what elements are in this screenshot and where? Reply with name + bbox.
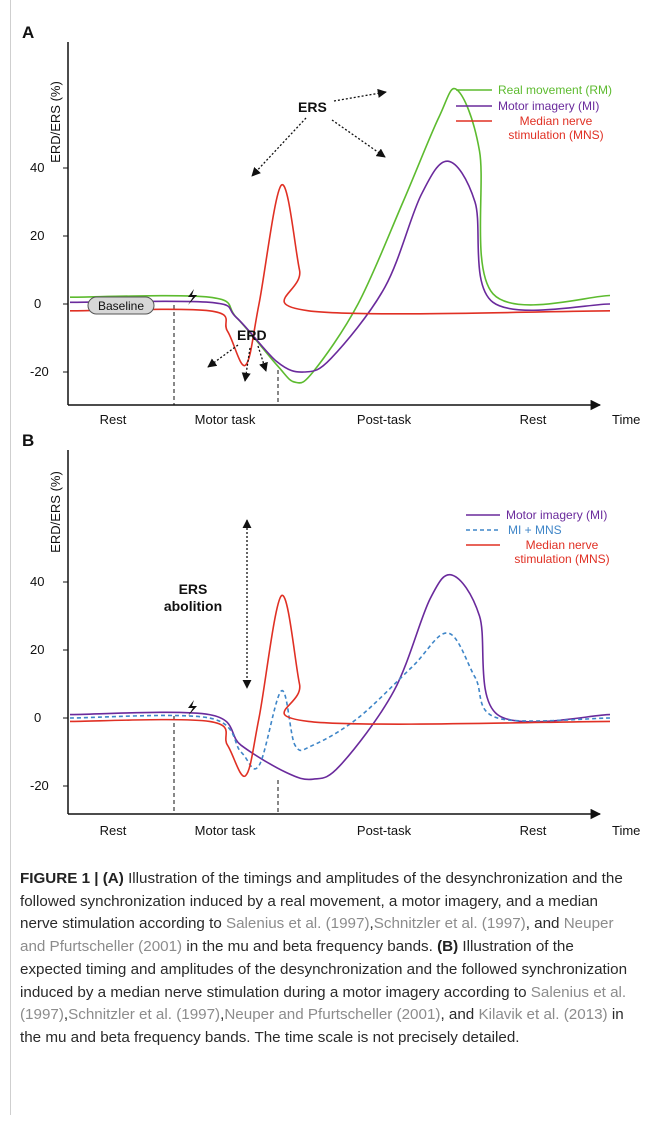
panel-a-series-2 bbox=[69, 160, 611, 373]
panel-b-series-1 bbox=[69, 573, 611, 781]
panel-a-xlabel-rest1: Rest bbox=[100, 412, 127, 427]
panel-a-legend-rm: Real movement (RM) bbox=[498, 83, 612, 97]
panel-b-xlabel-time: Time bbox=[612, 823, 640, 838]
panel-a-xlabel-rest2: Rest bbox=[520, 412, 547, 427]
caption-a-text: Illustration of the timings and amplitud… bbox=[20, 870, 623, 933]
panel-b-ytick-minus20: -20 bbox=[30, 778, 49, 793]
caption-figure-label: FIGURE 1 | bbox=[20, 870, 99, 887]
panel-a-ytick-40: 40 bbox=[30, 160, 44, 175]
panel-a-legend: Real movement (RM) Motor imagery (MI) Me… bbox=[456, 83, 612, 142]
caption-b-ref-neuper[interactable]: Neuper and Pfurtscheller (2001) bbox=[224, 1006, 441, 1024]
panel-a-ers-label: ERS bbox=[298, 99, 327, 115]
panel-b-legend-mns-2: stimulation (MNS) bbox=[514, 552, 609, 566]
caption-b-sep3: , and bbox=[440, 1006, 479, 1024]
panel-a-ytick-20: 20 bbox=[30, 228, 44, 243]
panel-b-xlabel-rest1: Rest bbox=[100, 823, 127, 838]
panel-a-legend-mns-2: stimulation (MNS) bbox=[508, 128, 603, 142]
panel-a-xlabel-post-task: Post-task bbox=[357, 412, 412, 427]
panel-b-ytick-0: 0 bbox=[34, 710, 41, 725]
panel-b-xlabel-motor-task: Motor task bbox=[195, 823, 256, 838]
panel-a-label: A bbox=[22, 23, 34, 42]
caption-b-ref-kilavik[interactable]: Kilavik et al. (2013) bbox=[478, 1006, 608, 1024]
panel-b-legend-mns-1: Median nerve bbox=[526, 538, 599, 552]
panel-a-ers-arrows bbox=[251, 88, 387, 177]
panel-b-xlabel-post-task: Post-task bbox=[357, 823, 412, 838]
panel-a-legend-mns-1: Median nerve bbox=[520, 114, 593, 128]
caption-a-label: (A) bbox=[102, 870, 124, 887]
left-border-rule bbox=[10, 0, 11, 1115]
panel-b-legend-mi: Motor imagery (MI) bbox=[506, 508, 607, 522]
figure-caption: FIGURE 1 | (A) Illustration of the timin… bbox=[20, 868, 632, 1050]
caption-a-ref-neuper[interactable]: Neuper and Pfurtscheller (2001) bbox=[20, 915, 614, 956]
caption-b-sep2: , bbox=[220, 1006, 225, 1024]
panel-a-legend-mi: Motor imagery (MI) bbox=[498, 99, 599, 113]
panel-a: A ERD/ERS (%) 40 20 0 -20 Rest Motor tas… bbox=[22, 23, 640, 427]
panel-b-series-3 bbox=[69, 594, 611, 777]
panel-b: B ERD/ERS (%) 40 20 0 -20 Rest Motor tas… bbox=[22, 431, 640, 838]
panel-a-ytick-minus20: -20 bbox=[30, 364, 49, 379]
panel-b-curves bbox=[69, 573, 611, 781]
panel-a-baseline-label: Baseline bbox=[98, 299, 144, 313]
panel-b-legend: Motor imagery (MI) MI + MNS Median nerve… bbox=[466, 508, 610, 566]
panel-a-xlabel-motor-task: Motor task bbox=[195, 412, 256, 427]
caption-b-ref-salenius[interactable]: Salenius et al. (1997) bbox=[20, 983, 627, 1024]
panel-b-stimulus-icon bbox=[188, 700, 197, 716]
caption-a-ref-salenius[interactable]: Salenius et al. (1997) bbox=[225, 915, 370, 933]
panel-a-ylabel: ERD/ERS (%) bbox=[48, 81, 63, 163]
panel-a-xlabel-time: Time bbox=[612, 412, 640, 427]
caption-b-label: (B) bbox=[437, 938, 459, 956]
figure-1: A ERD/ERS (%) 40 20 0 -20 Rest Motor tas… bbox=[22, 23, 640, 838]
panel-b-legend-mimns: MI + MNS bbox=[508, 523, 562, 537]
caption-a-sep1: , bbox=[369, 915, 374, 933]
caption-b-tail: in the mu and beta frequency bands. The … bbox=[20, 1006, 624, 1046]
panel-a-series-3 bbox=[69, 184, 611, 367]
panel-a-baseline-pill bbox=[87, 296, 155, 315]
caption-b-ref-schnitzler[interactable]: Schnitzler et al. (1997) bbox=[68, 1006, 221, 1024]
caption-a-sep2: , and bbox=[525, 915, 564, 933]
caption-b-text: Illustration of the expected timing and … bbox=[20, 938, 628, 1001]
panel-b-ylabel: ERD/ERS (%) bbox=[48, 471, 63, 553]
panel-b-ers-label: ERS bbox=[179, 581, 208, 597]
panel-a-y-ticks: 40 20 0 -20 bbox=[30, 160, 68, 379]
panel-a-stimulus-icon bbox=[188, 289, 197, 305]
panel-b-xlabel-rest2: Rest bbox=[520, 823, 547, 838]
panel-b-label: B bbox=[22, 431, 34, 450]
caption-a-tail: in the mu and beta frequency bands. bbox=[182, 938, 438, 956]
panel-b-series-2 bbox=[69, 632, 611, 770]
caption-a-ref-schnitzler[interactable]: Schnitzler et al. (1997) bbox=[373, 915, 526, 933]
panel-a-erd-label: ERD bbox=[237, 327, 267, 343]
panel-a-ytick-0: 0 bbox=[34, 296, 41, 311]
panel-b-y-ticks: 40 20 0 -20 bbox=[30, 574, 68, 793]
panel-b-ytick-20: 20 bbox=[30, 642, 44, 657]
caption-b-sep1: , bbox=[63, 1006, 69, 1024]
panel-a-curves bbox=[69, 87, 611, 384]
panel-a-erd-arrows bbox=[207, 344, 268, 382]
panel-b-ytick-40: 40 bbox=[30, 574, 44, 589]
panel-b-abolition-label: abolition bbox=[164, 598, 222, 614]
